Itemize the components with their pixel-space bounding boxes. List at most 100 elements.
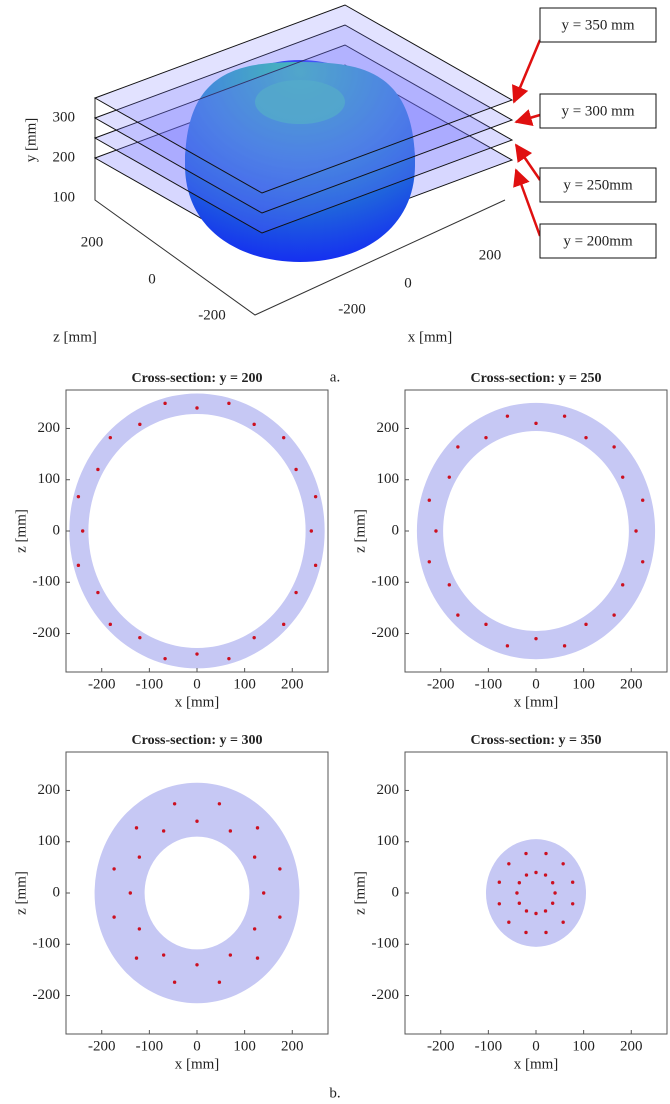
x-tick-label: 200 <box>479 247 502 263</box>
point <box>544 909 547 912</box>
point <box>310 529 313 532</box>
y-tick-label: -100 <box>372 936 400 952</box>
point <box>524 931 527 934</box>
panel-a <box>95 5 540 315</box>
point <box>551 881 554 884</box>
caption: a. <box>330 369 340 385</box>
y-tick-label: 0 <box>53 522 61 538</box>
y-axis-label: z [mm] <box>13 509 29 553</box>
point <box>484 436 487 439</box>
point <box>173 981 176 984</box>
point <box>109 623 112 626</box>
y-tick-label: 100 <box>38 471 61 487</box>
point <box>256 956 259 959</box>
y-tick-label: 100 <box>53 189 76 205</box>
point <box>634 529 637 532</box>
point <box>506 644 509 647</box>
z-tick-label: -200 <box>198 307 226 323</box>
y-tick-label: 200 <box>38 782 61 798</box>
plot-frame <box>66 390 328 672</box>
point <box>428 560 431 563</box>
point <box>229 829 232 832</box>
y-axis-label: z [mm] <box>352 871 368 915</box>
point <box>129 891 132 894</box>
point <box>563 414 566 417</box>
point <box>534 871 537 874</box>
point <box>195 963 198 966</box>
point <box>96 468 99 471</box>
point <box>282 623 285 626</box>
point <box>163 402 166 405</box>
x-tick-label: 0 <box>193 1038 201 1054</box>
point <box>227 657 230 660</box>
point <box>534 422 537 425</box>
point <box>428 499 431 502</box>
point <box>195 652 198 655</box>
point <box>81 529 84 532</box>
point <box>641 499 644 502</box>
point <box>162 829 165 832</box>
y-tick-label: 200 <box>377 782 400 798</box>
y-tick-label: 200 <box>377 420 400 436</box>
x-tick-label: -100 <box>136 676 164 692</box>
point <box>112 867 115 870</box>
point <box>229 953 232 956</box>
y-axis-label: z [mm] <box>13 871 29 915</box>
y-tick-label: 100 <box>38 833 61 849</box>
point <box>138 855 141 858</box>
y-tick-label: 200 <box>53 149 76 165</box>
point <box>294 591 297 594</box>
y-tick-label: -100 <box>33 936 61 952</box>
point <box>227 402 230 405</box>
point <box>534 912 537 915</box>
chart-title: Cross-section: y = 200 <box>132 371 263 386</box>
y-tick-label: -200 <box>372 625 400 641</box>
plot-frame <box>405 390 667 672</box>
point <box>641 560 644 563</box>
point <box>112 915 115 918</box>
y-tick-label: 0 <box>392 522 400 538</box>
point <box>544 873 547 876</box>
x-tick-label: -200 <box>427 676 455 692</box>
point <box>584 436 587 439</box>
x-tick-label: 100 <box>572 676 595 692</box>
point <box>253 927 256 930</box>
x-tick-label: 200 <box>281 1038 304 1054</box>
point <box>135 956 138 959</box>
chart-title: Cross-section: y = 350 <box>471 733 602 748</box>
x-tick-label: 0 <box>193 676 201 692</box>
point <box>612 613 615 616</box>
point <box>163 657 166 660</box>
y-axis-label: z [mm] <box>352 509 368 553</box>
point <box>278 915 281 918</box>
y-tick-label: 300 <box>53 109 76 125</box>
point <box>162 953 165 956</box>
arrow <box>514 40 540 102</box>
arrow <box>516 145 540 180</box>
x-axis-label: x [mm] <box>175 694 220 710</box>
point <box>561 921 564 924</box>
annotation: y = 350 mm <box>561 17 634 33</box>
z-tick-label: 0 <box>148 271 156 287</box>
point <box>294 468 297 471</box>
y-tick-label: 100 <box>377 471 400 487</box>
chart: -200-1000100200-200-1000100200Cross-sect… <box>352 371 667 710</box>
y-tick-label: -100 <box>372 574 400 590</box>
chart: -200-1000100200-200-1000100200Cross-sect… <box>352 733 667 1072</box>
point <box>507 921 510 924</box>
x-tick-label: -100 <box>136 1038 164 1054</box>
point <box>448 475 451 478</box>
y-tick-label: 0 <box>53 884 61 900</box>
y-tick-label: -100 <box>33 574 61 590</box>
point <box>534 637 537 640</box>
y-tick-label: -200 <box>33 625 61 641</box>
point <box>218 981 221 984</box>
point <box>456 613 459 616</box>
point <box>553 891 556 894</box>
point <box>252 423 255 426</box>
x-axis-label: x [mm] <box>514 694 559 710</box>
x-tick-label: -200 <box>88 1038 116 1054</box>
annotation: y = 200mm <box>563 233 633 249</box>
y-tick-label: 0 <box>392 884 400 900</box>
